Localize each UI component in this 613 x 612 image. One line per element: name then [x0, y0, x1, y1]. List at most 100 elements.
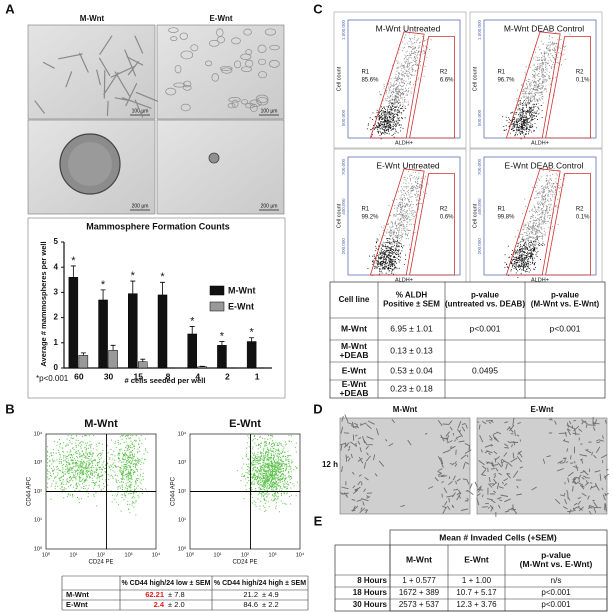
y-tick-label: 2: [54, 313, 59, 322]
y-tick-label: 500,000: [477, 109, 482, 126]
cell-texture: [474, 416, 609, 517]
panel-label: B: [5, 401, 14, 416]
bar: [197, 366, 207, 369]
x-tick-label: 10¹: [70, 552, 78, 558]
gate-label: R2: [440, 69, 448, 75]
x-tick-label: 15: [134, 371, 144, 381]
chart-title: Mammosphere Formation Counts: [86, 221, 230, 231]
gate-label: R1: [361, 206, 369, 212]
x-tick-label: 2: [225, 371, 230, 381]
gate-label: R1: [497, 69, 505, 75]
table-value: 0.23 ± 0.18: [390, 383, 433, 393]
gate-label: 6.6%: [440, 77, 454, 83]
y-tick-label: 200,000: [341, 238, 346, 255]
y-tick-label: 1,000,000: [477, 19, 482, 40]
bar: [98, 299, 108, 369]
table-header: p-value: [551, 291, 580, 300]
table-value: 84.6: [243, 600, 258, 609]
cell-shape: [180, 103, 191, 112]
gate-r2: [545, 173, 591, 276]
table-header: p-value: [471, 291, 500, 300]
bar: [68, 277, 79, 369]
cell-shape: [173, 82, 186, 88]
mammosphere: [68, 142, 112, 186]
gate-r1: [369, 31, 425, 139]
x-tick-label: 10¹: [214, 552, 222, 558]
row-label: E-Wnt: [342, 365, 367, 375]
gate-label: 99.2%: [361, 214, 379, 220]
cell-shape: [219, 65, 233, 71]
table-header: Positive ± SEM: [383, 300, 440, 309]
cell-shape: [34, 35, 159, 118]
column-label: M-Wnt: [80, 14, 105, 23]
cell-shape: [257, 44, 267, 53]
significance-marker: *: [101, 279, 106, 291]
y-tick-label: 10³: [34, 460, 42, 466]
error-bar: [249, 337, 255, 342]
table-header: % CD44 high/24 high ± SEM: [214, 580, 306, 587]
table-value: 12.3 + 3.76: [456, 600, 497, 609]
bar: [246, 341, 257, 369]
cell-shape: [165, 87, 177, 96]
table-sem: ± 7.8: [168, 590, 185, 599]
table-header: (M-Wnt vs. E-Wnt): [531, 300, 600, 309]
x-axis-label: CD24 PE: [88, 560, 113, 566]
gate-label: 99.8%: [497, 214, 515, 220]
cell-shape: [228, 97, 241, 103]
column-label: M-Wnt: [393, 405, 418, 414]
table-header: E-Wnt: [464, 554, 489, 564]
plot-title: M-Wnt Untreated: [376, 23, 441, 33]
micrograph: [156, 119, 285, 215]
table-sem: ± 4.9: [262, 590, 279, 599]
cell-shape: [168, 27, 179, 33]
y-tick-label: 10⁴: [178, 430, 187, 437]
cell-shape: [269, 44, 280, 51]
y-axis-label: Cell count: [336, 66, 342, 91]
table-header: Cell line: [339, 295, 370, 304]
micrograph: [156, 24, 285, 120]
x-tick-label: 1: [255, 371, 260, 381]
error-bar: [199, 365, 205, 367]
cell-shape: [205, 60, 213, 67]
table-header: (M-Wnt vs. E-Wnt): [520, 559, 593, 569]
table-title: Mean # Invaded Cells (+SEM): [439, 532, 557, 542]
table-value: 10.7 + 5.17: [456, 588, 497, 597]
table-value: 2573 + 537: [399, 600, 440, 609]
table-value: p<0.001: [541, 588, 571, 597]
error-bar: [189, 326, 195, 334]
bar: [138, 361, 148, 369]
panel-label: E: [314, 513, 323, 528]
gate-r1: [505, 31, 561, 139]
gate-label: 0.1%: [576, 77, 590, 83]
gate-label: R1: [361, 69, 369, 75]
cell-shape: [174, 64, 182, 74]
y-tick-label: 4: [54, 262, 59, 271]
event-dots: [516, 32, 571, 114]
event-dots: [502, 99, 543, 140]
row-label: E-Wnt: [66, 600, 88, 609]
cell-shape: [211, 73, 220, 82]
error-bar: [130, 280, 136, 294]
legend-swatch: [209, 301, 225, 312]
gate-label: 0.6%: [440, 214, 454, 220]
scale-bar-label: 200 µm: [261, 203, 278, 209]
x-tick-label: 10³: [125, 552, 133, 558]
y-tick-label: 700,000: [477, 158, 482, 175]
x-tick-label: 10⁰: [186, 551, 195, 558]
cell-shape: [257, 58, 267, 66]
cell-shape: [240, 53, 252, 60]
row-label: M-Wnt: [341, 323, 367, 333]
gate-label: 0.1%: [576, 214, 590, 220]
cell-shape: [255, 94, 269, 104]
cell-shape: [264, 28, 277, 36]
table-frame: [389, 529, 608, 612]
bar: [128, 293, 138, 369]
x-tick-label: 10²: [97, 552, 105, 558]
error-bar: [160, 281, 165, 295]
y-axis-label: Average # mammospheres per well: [39, 241, 48, 366]
bar: [108, 350, 118, 369]
mammosphere: [208, 152, 220, 164]
table-frame: [334, 544, 608, 612]
row-label: 30 Hours: [353, 600, 388, 609]
